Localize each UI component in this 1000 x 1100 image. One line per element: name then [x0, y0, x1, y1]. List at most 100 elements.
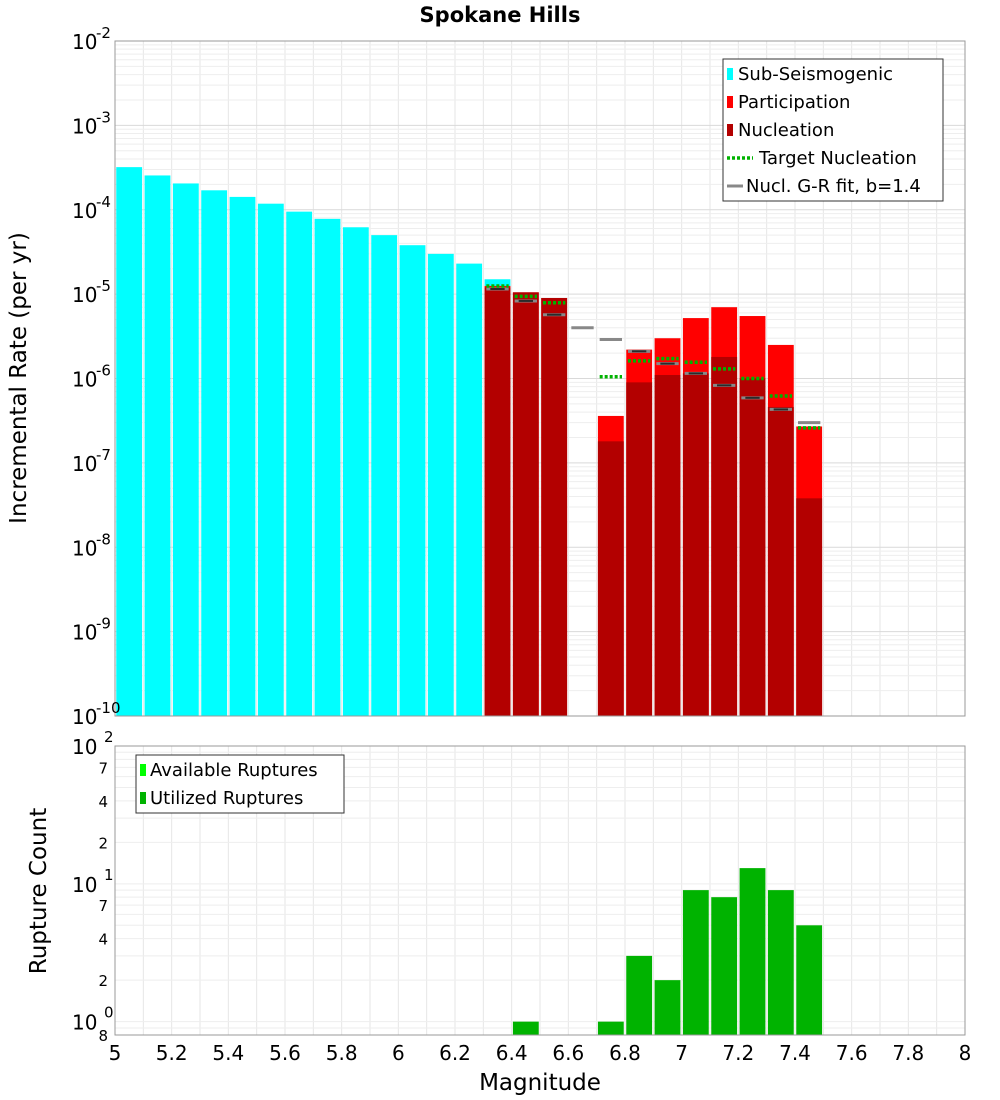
- bottom-legend-box: [135, 754, 345, 814]
- sub-seismogenic-bar: [399, 245, 426, 717]
- x-tick-label: 7.2: [722, 1041, 754, 1065]
- sub-seismogenic-bar: [116, 167, 143, 716]
- y-minor-tick: 7: [98, 897, 108, 915]
- nucleation-bar: [484, 287, 511, 716]
- x-tick-label: 5.4: [212, 1041, 244, 1065]
- nucleation-bar: [682, 373, 709, 716]
- utilized-ruptures-bar: [739, 868, 766, 1035]
- bottom-plot-frame: [114, 745, 966, 1036]
- y-tick-exponent: -2: [96, 24, 111, 42]
- legend-swatch: [140, 764, 146, 776]
- nucleation-bar: [512, 292, 539, 716]
- nucleation-bar: [626, 382, 653, 716]
- utilized-ruptures-bar: [654, 980, 681, 1035]
- utilized-ruptures-bar: [711, 897, 738, 1035]
- sub-seismogenic-bar: [371, 235, 398, 716]
- nucleation-bar: [796, 498, 823, 716]
- sub-seismogenic-bar: [314, 218, 341, 716]
- y-tick-exponent: -10: [96, 699, 121, 717]
- legend-swatch: [727, 124, 733, 136]
- legend-swatch: [727, 68, 733, 80]
- y-tick-base: 10: [72, 30, 97, 54]
- sub-seismogenic-bar: [229, 196, 256, 717]
- x-tick-label: 6.6: [552, 1041, 584, 1065]
- top-plot-frame: [114, 40, 966, 717]
- y-minor-tick: 2: [98, 972, 108, 990]
- legend-swatch: [727, 96, 733, 108]
- y-tick-exponent: -6: [96, 362, 111, 380]
- nucleation-bar: [541, 297, 568, 716]
- y-minor-tick: 2: [98, 834, 108, 852]
- x-tick-label: 7: [675, 1041, 688, 1065]
- sub-seismogenic-bar: [144, 175, 171, 716]
- y-tick-base: 10: [72, 368, 97, 392]
- nucleation-bar: [767, 406, 794, 716]
- chart-title: Spokane Hills: [420, 3, 581, 27]
- bottom-panel: 10 0 10 1 10 2 8 2 4 7 2 4 7 5 5.2 5.4 5.6 5.8 6 6.2 6.4 6.6…: [26, 728, 971, 1096]
- legend-label: Nucl. G-R fit, b=1.4: [746, 176, 921, 197]
- y-tick-exponent: 0: [104, 1004, 114, 1022]
- x-axis-label: Magnitude: [479, 1070, 601, 1096]
- y-tick-base: 10: [72, 283, 97, 307]
- top-y-axis-label: Incremental Rate (per yr): [6, 232, 32, 524]
- legend-label: Participation: [738, 92, 850, 113]
- utilized-ruptures-bar: [682, 890, 709, 1035]
- y-tick-base: 10: [72, 114, 97, 138]
- y-tick-base: 10: [72, 705, 97, 729]
- y-tick-exponent: -5: [96, 277, 111, 295]
- utilized-ruptures-bar: [626, 955, 653, 1035]
- x-tick-label: 5.6: [269, 1041, 301, 1065]
- y-minor-tick: 4: [98, 931, 108, 949]
- legend-label: Target Nucleation: [758, 148, 917, 169]
- x-tick-labels: 5 5.2 5.4 5.6 5.8 6 6.2 6.4 6.6 6.8 7 7.2 7.4 7.6 7.8 8: [109, 1041, 972, 1065]
- x-tick-label: 8: [959, 1041, 972, 1065]
- y-tick-exponent: -4: [96, 193, 111, 211]
- y-minor-tick: 8: [98, 1027, 108, 1045]
- gr-fit-lines: [486, 287, 821, 425]
- sub-seismogenic-bar: [201, 190, 228, 716]
- nucleation-bar: [597, 441, 624, 716]
- legend-swatch: [140, 792, 146, 804]
- target-nucleation-lines: [486, 284, 821, 430]
- x-tick-label: 5: [109, 1041, 122, 1065]
- bottom-legend: Available Ruptures Utilized Ruptures: [135, 754, 345, 814]
- sub-seismogenic-bar: [427, 253, 454, 716]
- x-tick-label: 7.6: [836, 1041, 868, 1065]
- x-tick-label: 6: [392, 1041, 405, 1065]
- x-tick-label: 7.4: [779, 1041, 811, 1065]
- sub-seismogenic-bar: [456, 263, 483, 716]
- x-tick-label: 6.2: [439, 1041, 471, 1065]
- sub-seismogenic-bar: [286, 211, 313, 716]
- top-legend: Sub-Seismogenic Participation Nucleation Ta…: [722, 58, 944, 202]
- y-tick-base: 10: [72, 621, 97, 645]
- utilized-ruptures-bar: [512, 1021, 539, 1035]
- y-tick-base: 10: [72, 199, 97, 223]
- bottom-y-axis-label: Rupture Count: [26, 808, 52, 974]
- legend-label: Sub-Seismogenic: [738, 64, 893, 85]
- y-tick-exponent: -3: [96, 108, 111, 126]
- y-tick-exponent: -7: [96, 446, 111, 464]
- sub-seismogenic-bar: [172, 183, 199, 716]
- bottom-y-tick-labels: 10 0 10 1 10 2 8 2 4 7 2 4 7: [72, 728, 114, 1045]
- top-panel: Spokane Hills 10-1010-910-810-710-610-51…: [6, 3, 966, 729]
- y-tick-base: 10: [72, 735, 97, 759]
- y-tick-base: 10: [72, 452, 97, 476]
- top-legend-box: [722, 58, 944, 202]
- sub-seismogenic-bar: [342, 227, 369, 716]
- x-tick-label: 6.8: [609, 1041, 641, 1065]
- y-minor-tick: 4: [98, 793, 108, 811]
- legend-label: Utilized Ruptures: [150, 788, 303, 809]
- sub-seismogenic-bar: [257, 203, 284, 717]
- y-tick-base: 10: [72, 873, 97, 897]
- nucleation-bar: [654, 375, 681, 716]
- y-tick-exponent: -9: [96, 615, 111, 633]
- y-tick-exponent: 1: [104, 866, 114, 884]
- y-tick-exponent: -8: [96, 530, 111, 548]
- x-tick-label: 5.2: [156, 1041, 188, 1065]
- y-minor-tick: 7: [98, 759, 108, 777]
- utilized-ruptures-bar: [796, 925, 823, 1035]
- legend-label: Available Ruptures: [150, 760, 318, 781]
- nucleation-bar: [711, 356, 738, 716]
